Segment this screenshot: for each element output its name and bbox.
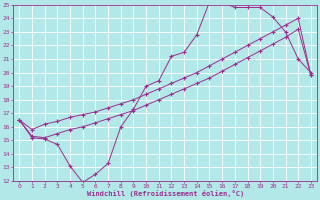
X-axis label: Windchill (Refroidissement éolien,°C): Windchill (Refroidissement éolien,°C): [86, 190, 244, 197]
